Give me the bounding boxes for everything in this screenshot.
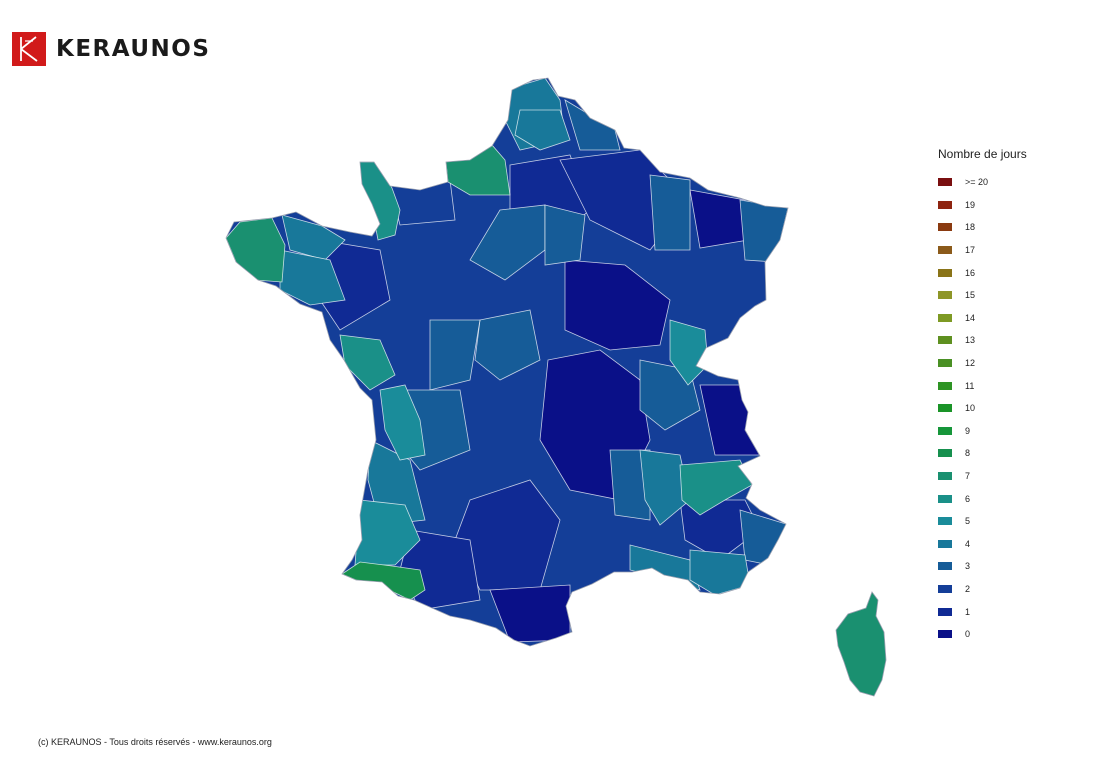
legend-label: 17 [965,245,976,256]
legend-item: 13 [938,329,1027,352]
legend-item: 0 [938,623,1027,646]
legend-item: >= 20 [938,171,1027,194]
legend-label: 5 [965,516,971,527]
legend-swatch [938,178,952,187]
legend-swatch [938,494,952,503]
legend-label: 4 [965,538,971,549]
legend-label: 1 [965,606,971,617]
legend-item: 8 [938,442,1027,465]
legend-swatch [938,223,952,232]
legend-swatch [938,313,952,322]
legend-swatch [938,291,952,300]
legend-title: Nombre de jours [938,147,1027,161]
legend-swatch [938,562,952,571]
legend-swatch [938,404,952,413]
legend-label: 18 [965,222,976,233]
legend-item: 11 [938,374,1027,397]
legend-item: 18 [938,216,1027,239]
legend-item: 14 [938,307,1027,330]
legend-label: >= 20 [965,177,989,188]
legend-swatch [938,426,952,435]
legend-swatch [938,381,952,390]
legend-label: 11 [965,380,975,391]
legend-item: 5 [938,510,1027,533]
legend-item: 9 [938,420,1027,443]
legend-item: 19 [938,194,1027,217]
legend-swatch [938,472,952,481]
keraunos-logo-icon [12,32,46,66]
corsica [835,591,887,697]
legend-swatch [938,584,952,593]
legend-item: 16 [938,261,1027,284]
brand-header: KERAUNOS [12,32,210,66]
legend-item: 1 [938,600,1027,623]
legend-label: 3 [965,561,971,572]
legend: Nombre de jours >= 20 19 18 17 16 15 14 13 12 11 1… [938,147,1027,645]
legend-swatch [938,200,952,209]
legend-label: 19 [965,199,976,210]
legend-label: 14 [965,312,976,323]
legend-item: 6 [938,487,1027,510]
legend-label: 7 [965,471,971,482]
legend-swatch [938,449,952,458]
legend-item: 7 [938,465,1027,488]
legend-label: 6 [965,493,971,504]
legend-label: 15 [965,290,976,301]
legend-item: 2 [938,578,1027,601]
legend-swatch [938,630,952,639]
legend-swatch [938,336,952,345]
mainland-france [225,77,789,647]
legend-label: 8 [965,448,971,459]
legend-label: 0 [965,629,971,640]
legend-label: 9 [965,425,971,436]
legend-label: 2 [965,583,971,594]
legend-item: 12 [938,352,1027,375]
legend-item: 15 [938,284,1027,307]
legend-swatch [938,517,952,526]
legend-swatch [938,539,952,548]
legend-item: 10 [938,397,1027,420]
legend-swatch [938,359,952,368]
legend-item: 4 [938,533,1027,556]
legend-swatch [938,268,952,277]
legend-item: 3 [938,555,1027,578]
legend-swatch [938,246,952,255]
legend-label: 10 [965,403,976,414]
legend-item: 17 [938,239,1027,262]
copyright-footer: (c) KERAUNOS - Tous droits réservés - ww… [38,737,272,747]
legend-label: 16 [965,267,976,278]
legend-swatch [938,607,952,616]
legend-label: 13 [965,335,976,346]
brand-name: KERAUNOS [56,36,211,62]
legend-list: >= 20 19 18 17 16 15 14 13 12 11 10 9 8 7 6 5 4 3 2 1 0 [938,171,1027,645]
legend-label: 12 [965,358,976,369]
